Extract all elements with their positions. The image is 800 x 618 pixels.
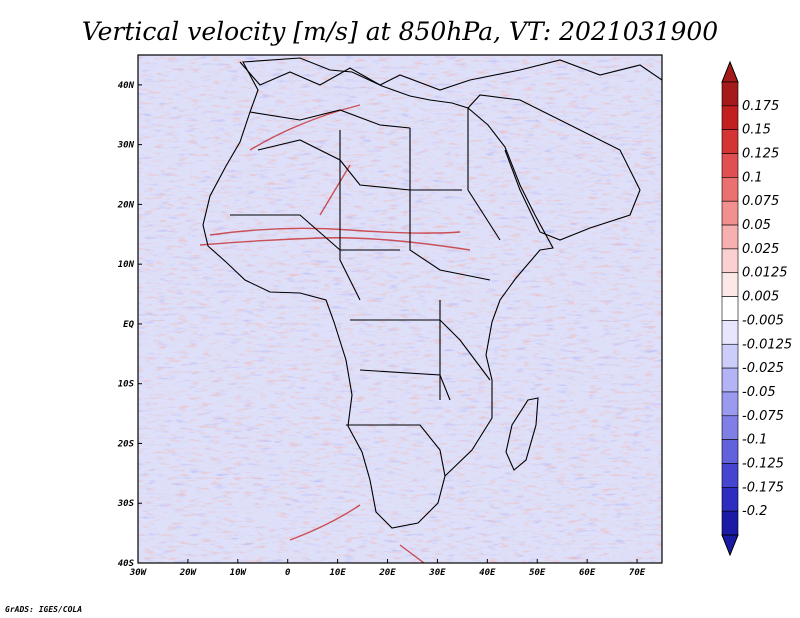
colorbar-label: -0.1	[742, 433, 767, 448]
colorbar-swatch	[721, 296, 739, 321]
colorbar-label: 0.025	[742, 242, 779, 257]
y-tick-label: 40S	[118, 559, 135, 569]
colorbar-swatch	[721, 248, 739, 274]
colorbar-label: -0.175	[742, 480, 784, 495]
x-tick-label: 50E	[529, 568, 546, 578]
colorbar-swatch	[721, 391, 739, 417]
border-6	[346, 424, 446, 477]
border-3	[409, 128, 491, 281]
y-axis: 40N 30N 20N 10N EQ 10S 20S 30S 40S	[117, 81, 142, 569]
colorbar-label: 0.005	[742, 290, 779, 305]
madagascar-coastline	[505, 397, 539, 471]
colorbar-swatch	[721, 105, 739, 130]
itcz-streak-1	[199, 237, 471, 251]
colorbar-swatch	[721, 153, 739, 178]
y-tick-label: 30S	[117, 499, 135, 509]
colorbar-label: -0.0125	[742, 337, 792, 352]
colorbar-label: -0.2	[742, 504, 767, 519]
grads-credit: GrADS: IGES/COLA	[5, 605, 82, 614]
ascent-field	[138, 55, 662, 563]
x-tick-label: 70E	[629, 568, 646, 578]
colorbar-legend: 0.175 0.15 0.125 0.1 0.075 0.05 0.025 0.0125 0.0…	[721, 60, 792, 557]
y-tick-label: 20S	[117, 439, 135, 449]
coastlines-and-borders	[202, 57, 662, 529]
europe-coastline	[239, 59, 662, 91]
x-tick-label: 20E	[378, 568, 396, 578]
southern-streak-1	[289, 504, 361, 541]
colorbar-label: 0.125	[742, 147, 779, 162]
x-tick-label: 10E	[329, 568, 346, 578]
colorbar-label: -0.075	[742, 409, 784, 424]
border-10	[249, 109, 411, 129]
colorbar-swatch	[721, 367, 739, 393]
colorbar-label: -0.125	[742, 456, 784, 471]
border-4	[230, 214, 400, 251]
red-streaks	[199, 104, 471, 563]
colorbar-swatch	[721, 320, 739, 345]
colorbar-label: -0.025	[742, 361, 784, 376]
plot-area	[138, 55, 662, 563]
colorbar-swatch	[721, 200, 739, 226]
africa-coastline	[202, 57, 554, 529]
colorbar-swatch	[721, 415, 739, 440]
x-axis: 30W 20W 10W 0 10E 20E 30E 40E 50E 60E 70E	[129, 559, 646, 578]
colorbar-bottom-arrow	[721, 534, 739, 557]
x-tick-label: 0	[285, 568, 291, 578]
colorbar-swatch	[721, 487, 739, 512]
colorbar-label: 0.1	[742, 170, 763, 185]
y-tick-label: 10N	[118, 260, 135, 270]
arabian-coastline	[467, 94, 641, 241]
map-title: Vertical velocity [m/s] at 850hPa, VT: 2…	[82, 17, 718, 46]
y-tick-label: EQ	[123, 320, 134, 330]
x-tick-label: 10W	[230, 568, 248, 578]
x-tick-label: 40E	[479, 568, 496, 578]
colorbar-swatch	[721, 272, 739, 297]
colorbar-swatch	[721, 439, 739, 464]
y-tick-label: 20N	[117, 200, 135, 210]
colorbar-label: -0.005	[742, 313, 784, 328]
x-tick-label: 60E	[579, 568, 596, 578]
border-2	[339, 130, 361, 301]
border-1	[257, 139, 462, 191]
y-tick-label: 10S	[118, 380, 135, 390]
plot-frame	[137, 54, 663, 564]
y-tick-label: 30N	[117, 141, 135, 151]
x-tick-label: 20W	[179, 568, 198, 578]
colorbar-swatch	[721, 224, 739, 250]
southern-streak-2	[399, 544, 426, 563]
colorbar-swatch	[721, 463, 739, 488]
colorbar-swatch	[721, 177, 739, 202]
colorbar-label: 0.075	[742, 194, 779, 209]
x-tick-label: 30W	[129, 568, 148, 578]
y-tick-label: 40N	[118, 81, 135, 91]
colorbar-swatch	[721, 81, 739, 107]
x-tick-label: 30E	[428, 568, 446, 578]
colorbar-label: -0.05	[742, 385, 776, 400]
colorbar-label: 0.05	[742, 218, 771, 233]
colorbar-swatch	[721, 510, 739, 536]
colorbar-label: 0.0125	[742, 266, 788, 281]
colorbar-label: 0.15	[742, 123, 771, 138]
colorbar-swatch	[721, 129, 739, 154]
border-5	[350, 319, 491, 381]
colorbar-top-arrow	[721, 60, 739, 83]
border-9	[467, 108, 501, 241]
saharan-streak	[249, 104, 361, 151]
itcz-streak-2	[209, 227, 461, 236]
colorbar-swatch	[721, 343, 739, 369]
colorbar-label: 0.175	[742, 99, 779, 114]
